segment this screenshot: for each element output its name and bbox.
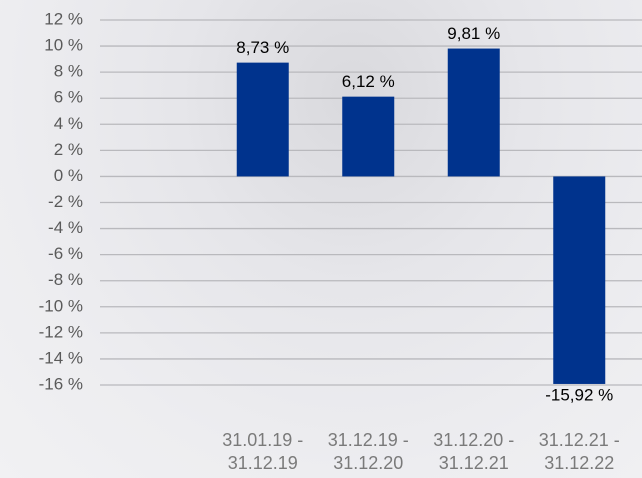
y-tick-label: -12 % xyxy=(39,322,83,341)
bar xyxy=(447,48,500,177)
y-tick-label: 10 % xyxy=(44,36,83,55)
y-tick-label: -8 % xyxy=(48,270,83,289)
y-tick-label: -14 % xyxy=(39,348,83,367)
bar xyxy=(553,176,606,384)
x-tick-label: 31.12.19 - 31.12.20 xyxy=(327,430,409,473)
value-label: -15,92 % xyxy=(545,385,613,404)
y-tick-label: 6 % xyxy=(54,88,83,107)
y-tick-label: -10 % xyxy=(39,296,83,315)
y-tick-label: -4 % xyxy=(48,218,83,237)
x-tick-label: 31.01.19 - 31.12.19 xyxy=(222,430,304,473)
x-tick-label: 31.12.21 - 31.12.22 xyxy=(538,430,620,473)
y-tick-label: 8 % xyxy=(54,62,83,81)
y-tick-label: 2 % xyxy=(54,140,83,159)
y-tick-label: 0 % xyxy=(54,166,83,185)
y-tick-label: 4 % xyxy=(54,114,83,133)
value-label: 9,81 % xyxy=(447,24,500,43)
y-tick-label: -6 % xyxy=(48,244,83,263)
y-tick-label: -16 % xyxy=(39,374,83,393)
value-label: 6,12 % xyxy=(342,72,395,91)
bar xyxy=(236,62,289,177)
y-tick-label: -2 % xyxy=(48,192,83,211)
value-label: 8,73 % xyxy=(236,38,289,57)
x-tick-label: 31.12.20 - 31.12.21 xyxy=(433,430,515,473)
y-tick-label: 12 % xyxy=(44,9,83,28)
bar xyxy=(342,96,395,177)
